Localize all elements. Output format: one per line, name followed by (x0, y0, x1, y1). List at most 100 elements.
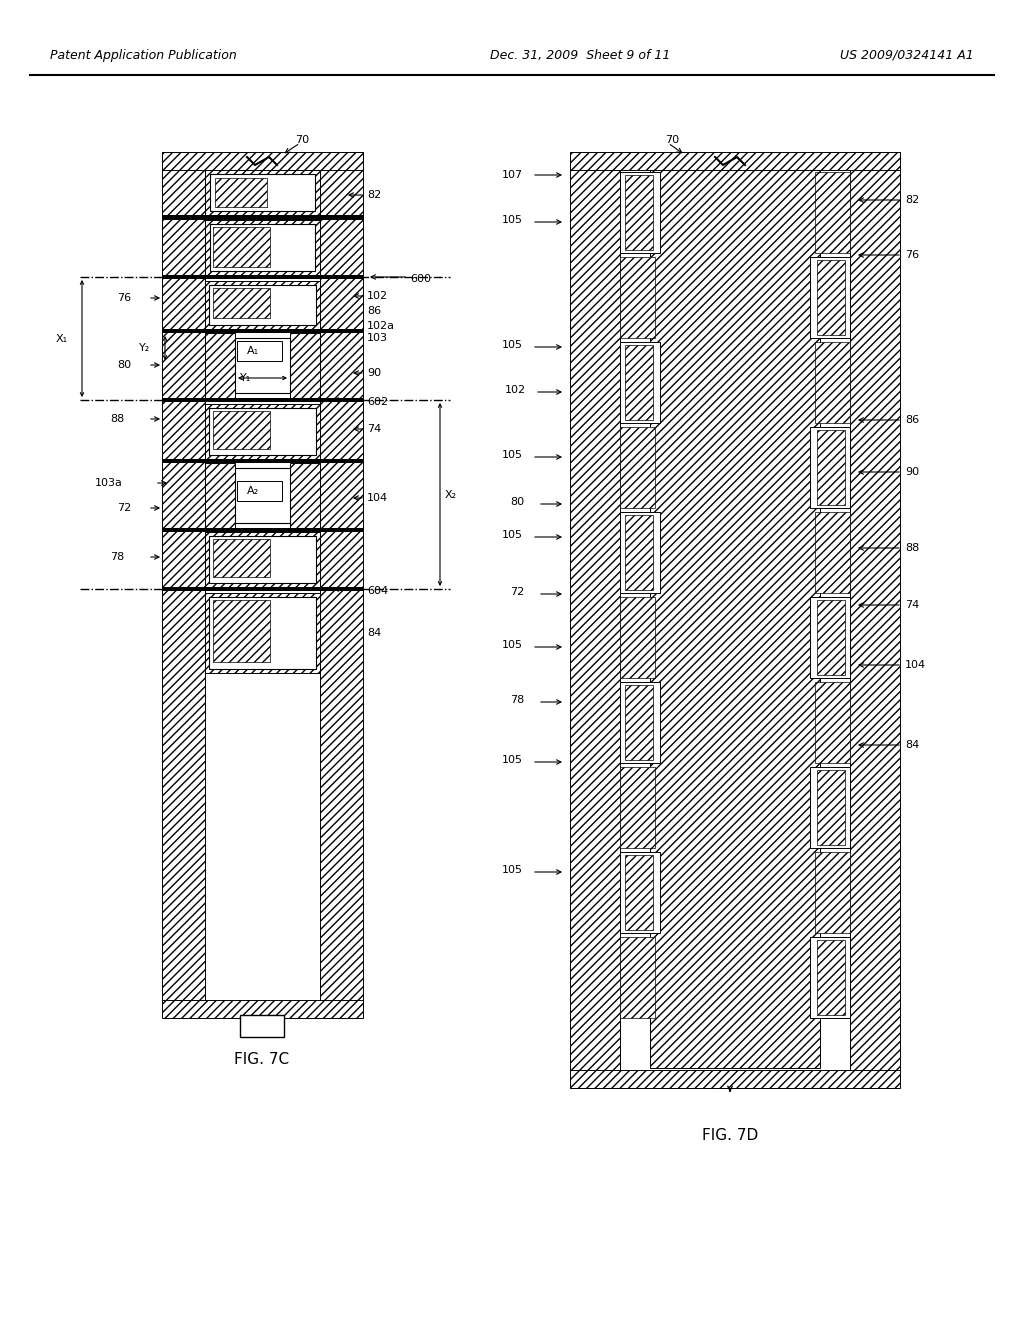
Bar (620, 937, 655, 1018)
Bar (205, 333, 234, 399)
Text: 84: 84 (367, 628, 381, 638)
Bar (319, 152, 362, 1005)
Bar (209, 285, 316, 325)
Bar (290, 333, 319, 399)
Bar (237, 341, 282, 360)
Text: 105: 105 (502, 755, 523, 766)
Text: 105: 105 (502, 341, 523, 350)
Text: 105: 105 (502, 640, 523, 649)
Bar (162, 329, 362, 333)
Text: 105: 105 (502, 215, 523, 224)
Text: X₁: X₁ (56, 334, 68, 343)
Bar (625, 685, 653, 760)
Bar (620, 851, 660, 933)
Text: 600: 600 (410, 275, 431, 284)
Text: 604: 604 (367, 586, 388, 597)
Bar (650, 170, 820, 1068)
Bar (162, 528, 362, 532)
Bar (620, 512, 660, 593)
Bar (205, 404, 319, 459)
Text: 84: 84 (905, 741, 920, 750)
Text: 86: 86 (905, 414, 920, 425)
Text: FIG. 7C: FIG. 7C (234, 1052, 290, 1068)
Bar (625, 176, 653, 249)
Bar (625, 345, 653, 420)
Text: 88: 88 (110, 414, 124, 424)
Text: 107: 107 (502, 170, 523, 180)
Text: Y₁: Y₁ (240, 374, 251, 383)
Bar (213, 601, 270, 663)
Bar (620, 342, 660, 422)
Bar (213, 288, 270, 318)
Bar (570, 1071, 900, 1088)
Bar (620, 257, 655, 338)
Bar (205, 593, 319, 673)
Bar (209, 408, 316, 455)
Bar (234, 469, 290, 523)
Text: 82: 82 (905, 195, 920, 205)
Text: 105: 105 (502, 450, 523, 459)
Bar (205, 170, 319, 215)
Bar (815, 682, 850, 763)
Bar (620, 767, 655, 847)
Text: 76: 76 (117, 293, 131, 304)
Bar (625, 855, 653, 931)
Bar (817, 260, 845, 335)
Bar (620, 426, 655, 508)
Bar (210, 224, 315, 271)
Text: 78: 78 (110, 552, 124, 562)
Bar (620, 597, 655, 678)
Text: 74: 74 (367, 424, 381, 434)
Text: 102a: 102a (367, 321, 395, 331)
Text: Dec. 31, 2009  Sheet 9 of 11: Dec. 31, 2009 Sheet 9 of 11 (490, 49, 671, 62)
Bar (625, 515, 653, 590)
Bar (810, 426, 850, 508)
Bar (815, 512, 850, 593)
Text: 602: 602 (367, 397, 388, 407)
Text: 74: 74 (905, 601, 920, 610)
Text: 80: 80 (117, 360, 131, 370)
Bar (234, 338, 290, 393)
Bar (205, 532, 319, 587)
Text: 76: 76 (905, 249, 920, 260)
Bar (817, 940, 845, 1015)
Text: 70: 70 (295, 135, 309, 145)
Text: A₂: A₂ (247, 486, 259, 496)
Bar (815, 342, 850, 422)
Bar (810, 597, 850, 678)
Text: 103: 103 (367, 333, 388, 343)
Text: 90: 90 (367, 368, 381, 378)
Bar (213, 411, 270, 449)
Bar (205, 220, 319, 275)
Bar (815, 851, 850, 933)
Bar (162, 459, 362, 463)
Text: FIG. 7D: FIG. 7D (701, 1127, 758, 1143)
Bar (620, 172, 660, 253)
Bar (570, 152, 620, 1080)
Bar (210, 174, 315, 211)
Bar (162, 152, 205, 1005)
Text: 104: 104 (905, 660, 926, 671)
Bar (290, 463, 319, 528)
Bar (817, 770, 845, 845)
Bar (850, 152, 900, 1080)
Bar (817, 601, 845, 675)
Bar (162, 275, 362, 279)
Text: 90: 90 (905, 467, 920, 477)
Text: 102: 102 (505, 385, 526, 395)
Text: 82: 82 (367, 190, 381, 201)
Bar (815, 172, 850, 253)
Bar (237, 480, 282, 502)
Bar (205, 463, 234, 528)
Text: 80: 80 (510, 498, 524, 507)
Text: Patent Application Publication: Patent Application Publication (50, 49, 237, 62)
Bar (810, 767, 850, 847)
Bar (205, 281, 319, 329)
Bar (209, 536, 316, 583)
Bar (162, 399, 362, 403)
Bar (817, 430, 845, 506)
Bar (620, 682, 660, 763)
Text: A₁: A₁ (247, 346, 259, 356)
Text: 102: 102 (367, 290, 388, 301)
Text: 105: 105 (502, 865, 523, 875)
